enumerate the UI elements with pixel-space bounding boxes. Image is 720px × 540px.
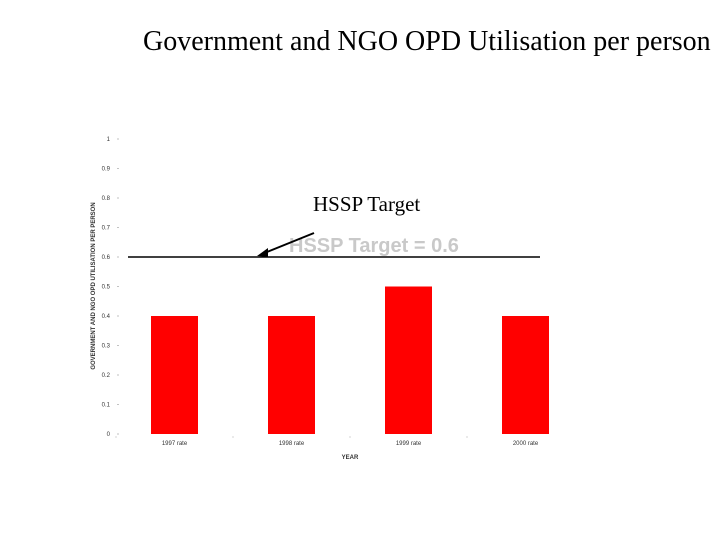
x-tick-label: 2000 rate [513,441,539,447]
bar-1998 [268,316,315,434]
target-arrow-head [257,248,268,257]
hssp-target-annotation: HSSP Target [313,192,421,216]
y-tick-label: 0.9 [102,167,111,173]
target-arrow [261,232,315,255]
y-tick-label: 0.7 [102,226,111,232]
y-tick-label: 0.3 [102,344,111,350]
target-ghost-label: HSSP Target = 0.6 [289,235,459,257]
x-axis: 1997 rate 1998 rate 1999 rate 2000 rate [115,436,539,447]
y-axis: 0 0.1 0.2 0.3 0.4 0.5 0.6 0.7 0.8 0.9 1 [102,137,119,438]
x-tick-label: 1997 rate [162,441,188,447]
y-tick-label: 0.5 [102,285,111,291]
x-tick-label: 1998 rate [279,441,305,447]
y-tick-label: 1 [107,137,111,143]
slide-title: Government and NGO OPD Utilisation per p… [143,26,711,57]
y-tick-label: 0 [107,432,111,438]
y-tick-label: 0.1 [102,403,111,409]
bar-2000 [502,316,549,434]
x-axis-title: YEAR [342,455,359,461]
x-tick-label: 1999 rate [396,441,422,447]
y-tick-label: 0.2 [102,373,111,379]
y-tick-label: 0.8 [102,196,111,202]
bar-1999 [385,286,432,434]
bar-1997 [151,316,198,434]
y-tick-label: 0.4 [102,314,111,320]
y-tick-label: 0.6 [102,255,111,261]
y-axis-title: GOVERNMENT AND NGO OPD UTILISATION PER P… [91,202,97,369]
bars [151,286,549,434]
